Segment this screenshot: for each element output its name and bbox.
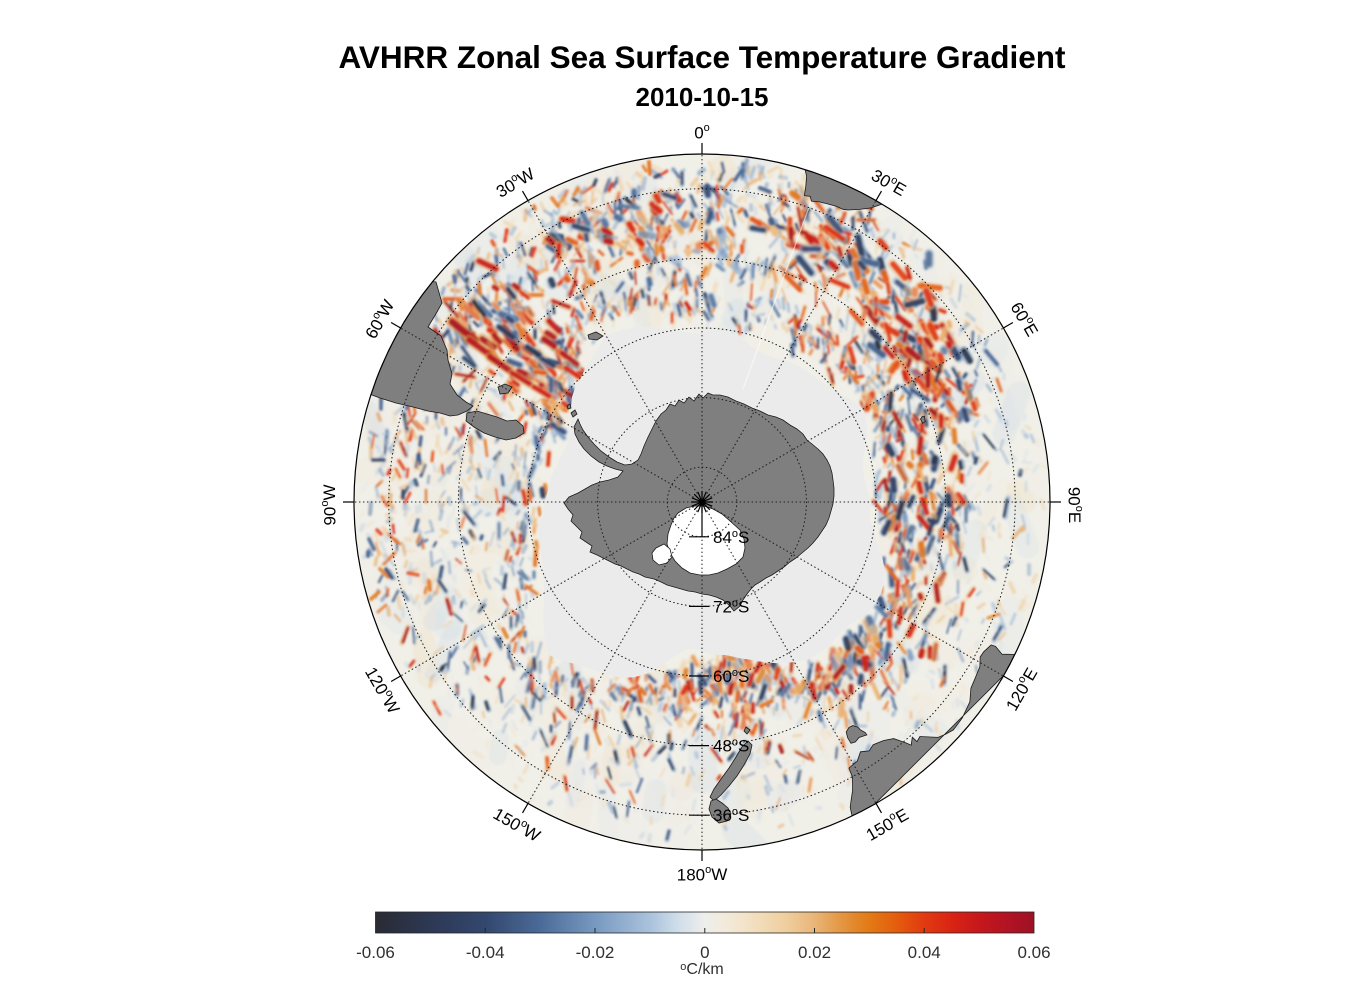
svg-text:30oW: 30oW <box>492 163 538 201</box>
svg-text:150oE: 150oE <box>862 804 912 845</box>
svg-text:84oS: 84oS <box>713 528 749 547</box>
svg-text:48oS: 48oS <box>713 737 749 756</box>
svg-text:0.06: 0.06 <box>1017 943 1050 962</box>
svg-text:90oE: 90oE <box>1065 487 1086 523</box>
svg-text:AVHRR Zonal Sea Surface Temper: AVHRR Zonal Sea Surface Temperature Grad… <box>338 39 1066 75</box>
svg-text:oC/km: oC/km <box>680 961 723 978</box>
svg-text:0: 0 <box>700 943 709 962</box>
svg-text:-0.02: -0.02 <box>576 943 615 962</box>
svg-text:120oE: 120oE <box>1001 664 1042 714</box>
svg-text:0.02: 0.02 <box>798 943 831 962</box>
svg-text:-0.06: -0.06 <box>356 943 395 962</box>
svg-text:60oE: 60oE <box>1007 298 1043 340</box>
svg-text:36oS: 36oS <box>713 806 749 825</box>
svg-text:150oW: 150oW <box>490 803 544 846</box>
svg-text:0.04: 0.04 <box>908 943 941 962</box>
svg-text:2010-10-15: 2010-10-15 <box>636 82 769 112</box>
svg-text:72oS: 72oS <box>713 597 749 616</box>
svg-text:90oW: 90oW <box>319 484 340 525</box>
svg-text:60oS: 60oS <box>713 667 749 686</box>
svg-text:0o: 0o <box>694 122 710 143</box>
svg-text:30oE: 30oE <box>868 164 910 200</box>
svg-text:-0.04: -0.04 <box>466 943 505 962</box>
svg-text:180oW: 180oW <box>677 864 728 885</box>
svg-text:60oW: 60oW <box>360 296 398 342</box>
